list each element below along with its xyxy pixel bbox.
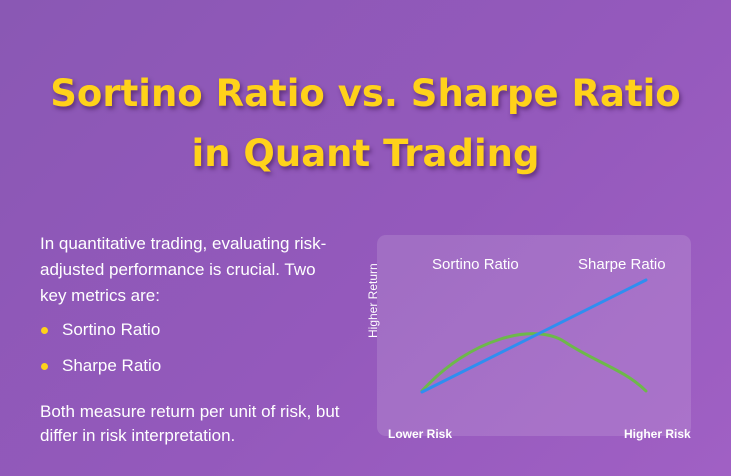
- list-item-label: Sortino Ratio: [62, 320, 161, 339]
- sortino-curve-label: Sortino Ratio: [432, 256, 519, 273]
- bullet-icon: [41, 327, 48, 334]
- list-item-label: Sharpe Ratio: [62, 356, 162, 375]
- x-axis-right-label: Higher Risk: [624, 427, 691, 441]
- x-axis-left-label: Lower Risk: [388, 427, 453, 441]
- title-line-2: in Quant Trading: [191, 132, 540, 175]
- y-axis-label: Higher Return: [366, 263, 380, 338]
- bullet-icon: [41, 363, 48, 370]
- sortino-curve: [420, 332, 648, 393]
- sharpe-line: [420, 278, 648, 394]
- outro-paragraph: Both measure return per unit of risk, bu…: [40, 402, 340, 445]
- sharpe-line-label: Sharpe Ratio: [578, 256, 666, 273]
- intro-paragraph: In quantitative trading, evaluating risk…: [40, 234, 327, 305]
- list-item: Sharpe Ratio: [40, 354, 161, 378]
- list-item: Sortino Ratio: [40, 318, 161, 342]
- metric-list: Sortino Ratio Sharpe Ratio: [40, 318, 161, 390]
- title-line-1: Sortino Ratio vs. Sharpe Ratio: [50, 72, 681, 115]
- page-title: Sortino Ratio vs. Sharpe Ratio in Quant …: [0, 64, 731, 184]
